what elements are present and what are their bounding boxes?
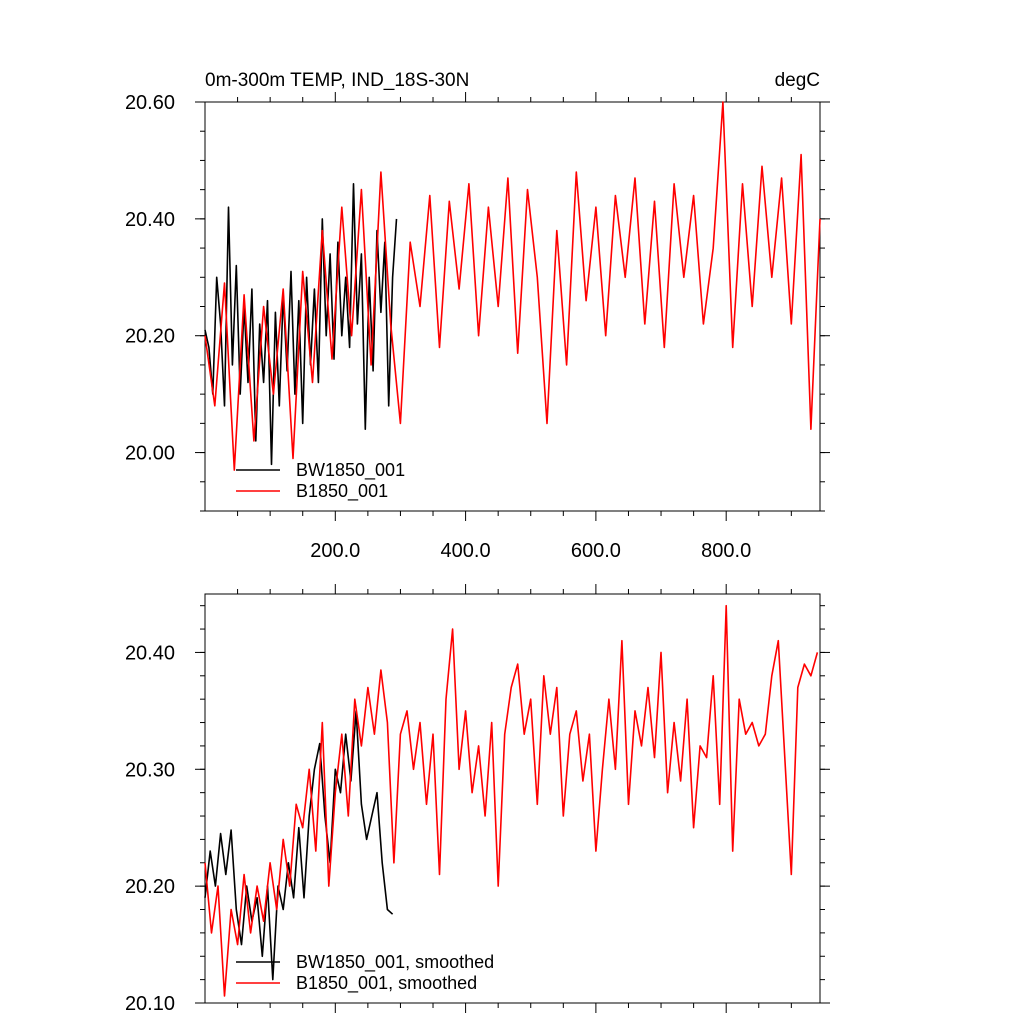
bottom-panel-lines xyxy=(204,604,819,997)
top-panel-units: degC xyxy=(775,70,820,91)
top-panel-ticks xyxy=(195,92,830,521)
legend-label: BW1850_001 xyxy=(296,460,405,481)
series-line xyxy=(204,183,398,466)
x-tick-label: 600.0 xyxy=(571,540,621,562)
series-line xyxy=(204,604,819,997)
top-panel-frame xyxy=(204,101,821,512)
y-tick-label: 20.40 xyxy=(125,209,175,231)
legend-label: BW1850_001, smoothed xyxy=(296,952,494,973)
x-tick-label: 400.0 xyxy=(441,540,491,562)
y-tick-label: 20.20 xyxy=(125,876,175,898)
y-tick-label: 20.20 xyxy=(125,326,175,348)
legend-label: B1850_001 xyxy=(296,481,388,502)
x-tick-label: 800.0 xyxy=(701,540,751,562)
top-panel: 0m-300m TEMP, IND_18S-30N degC 20.00 20.2… xyxy=(125,70,830,562)
y-tick-label: 20.30 xyxy=(125,759,175,781)
bottom-panel: 20.10 20.20 20.30 20.40 BW1850_001, smoothe… xyxy=(125,584,830,1015)
series-line xyxy=(204,101,821,471)
bottom-panel-ticks xyxy=(195,584,830,1013)
top-panel-lines xyxy=(204,101,821,471)
y-tick-label: 20.00 xyxy=(125,443,175,465)
y-tick-label: 20.40 xyxy=(125,642,175,664)
y-tick-label: 20.60 xyxy=(125,92,175,114)
legend-label: B1850_001, smoothed xyxy=(296,973,477,994)
bottom-panel-ytick-labels: 20.10 20.20 20.30 20.40 xyxy=(125,642,175,1015)
bottom-panel-frame xyxy=(204,593,821,1004)
series-line xyxy=(204,710,394,981)
y-tick-label: 20.10 xyxy=(125,993,175,1015)
top-panel-xtick-labels: 200.0 400.0 600.0 800.0 xyxy=(310,540,751,562)
top-panel-title: 0m-300m TEMP, IND_18S-30N xyxy=(205,70,469,91)
x-tick-label: 200.0 xyxy=(310,540,360,562)
top-panel-ytick-labels: 20.00 20.20 20.40 20.60 xyxy=(125,92,175,465)
